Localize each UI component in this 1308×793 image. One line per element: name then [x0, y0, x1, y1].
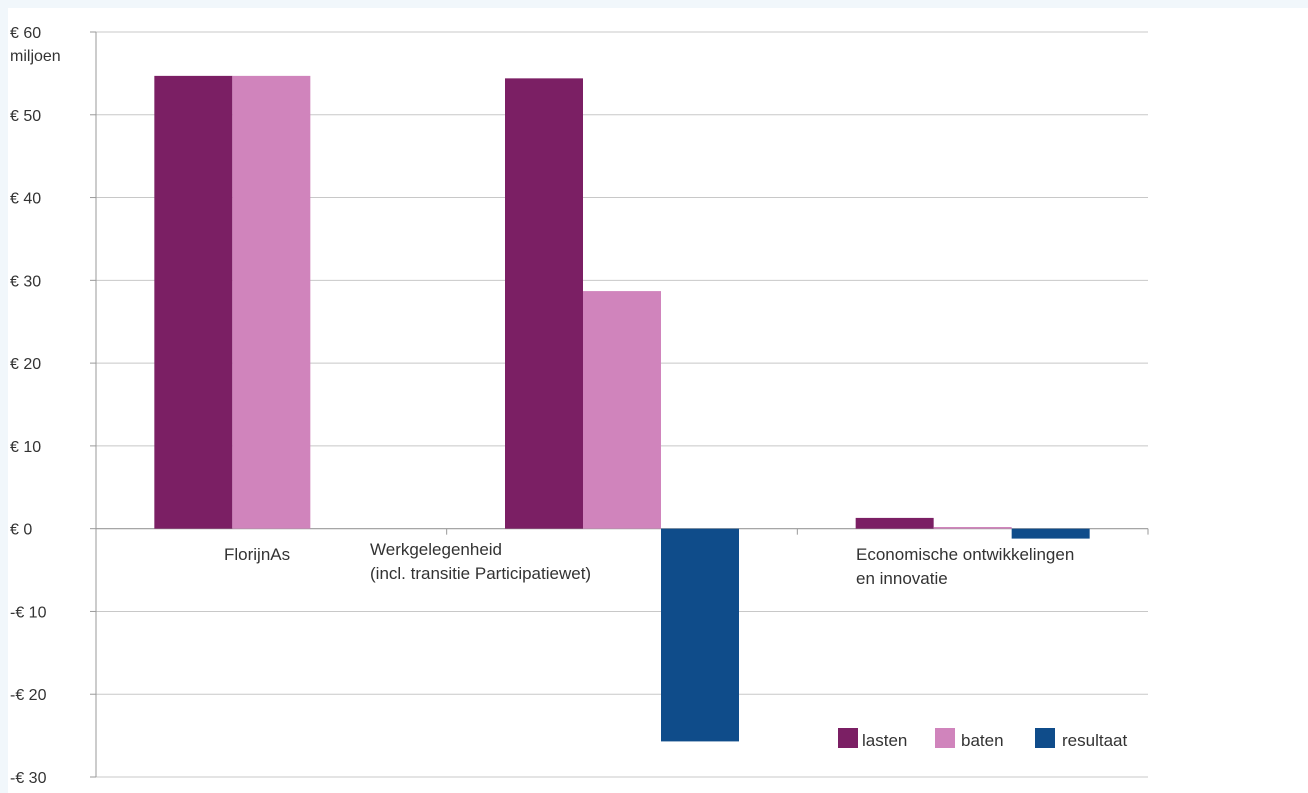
category-labels: FlorijnAs Werkgelegenheid (incl. transitie…: [224, 540, 1074, 588]
bar-resultaat: [661, 528, 739, 742]
y-tick-label: € 0: [10, 522, 32, 539]
legend-swatch-baten: [935, 728, 955, 748]
y-tick-label: € 20: [10, 356, 41, 373]
y-tick-label: -€ 30: [10, 770, 47, 787]
y-tick-label: € 50: [10, 108, 41, 125]
y-tick-label: € 30: [10, 273, 41, 290]
bar-lasten: [154, 75, 233, 529]
category-label: Economische ontwikkelingen en innovatie: [856, 545, 1074, 588]
bars: [154, 75, 1090, 742]
category-label: FlorijnAs: [224, 545, 290, 564]
bar-resultaat: [1011, 528, 1090, 539]
y-tick-label: € 60: [10, 25, 41, 42]
legend-swatch-lasten: [838, 728, 858, 748]
bar-lasten: [505, 78, 583, 529]
bar-baten: [933, 527, 1012, 529]
y-tick-label: € 40: [10, 191, 41, 208]
y-tick-label: -€ 20: [10, 687, 47, 704]
legend-swatch-resultaat: [1035, 728, 1055, 748]
bar-baten: [583, 291, 661, 529]
legend-label-baten: baten: [961, 731, 1004, 750]
y-tick-label: € 10: [10, 439, 41, 456]
legend-label-lasten: lasten: [862, 731, 907, 750]
y-axis-tick-labels: € 60 € 50 € 40 € 30 € 20 € 10 € 0 -€ 10 -€ 20 -€ …: [10, 25, 47, 787]
legend: lasten baten resultaat: [838, 728, 1127, 750]
y-axis-unit-label: miljoen: [10, 48, 61, 65]
category-label: Werkgelegenheid (incl. transitie Particip…: [370, 540, 591, 583]
y-tick-label: -€ 10: [10, 604, 47, 621]
legend-label-resultaat: resultaat: [1062, 731, 1127, 750]
bar-lasten: [855, 517, 934, 529]
bar-baten: [232, 75, 311, 529]
